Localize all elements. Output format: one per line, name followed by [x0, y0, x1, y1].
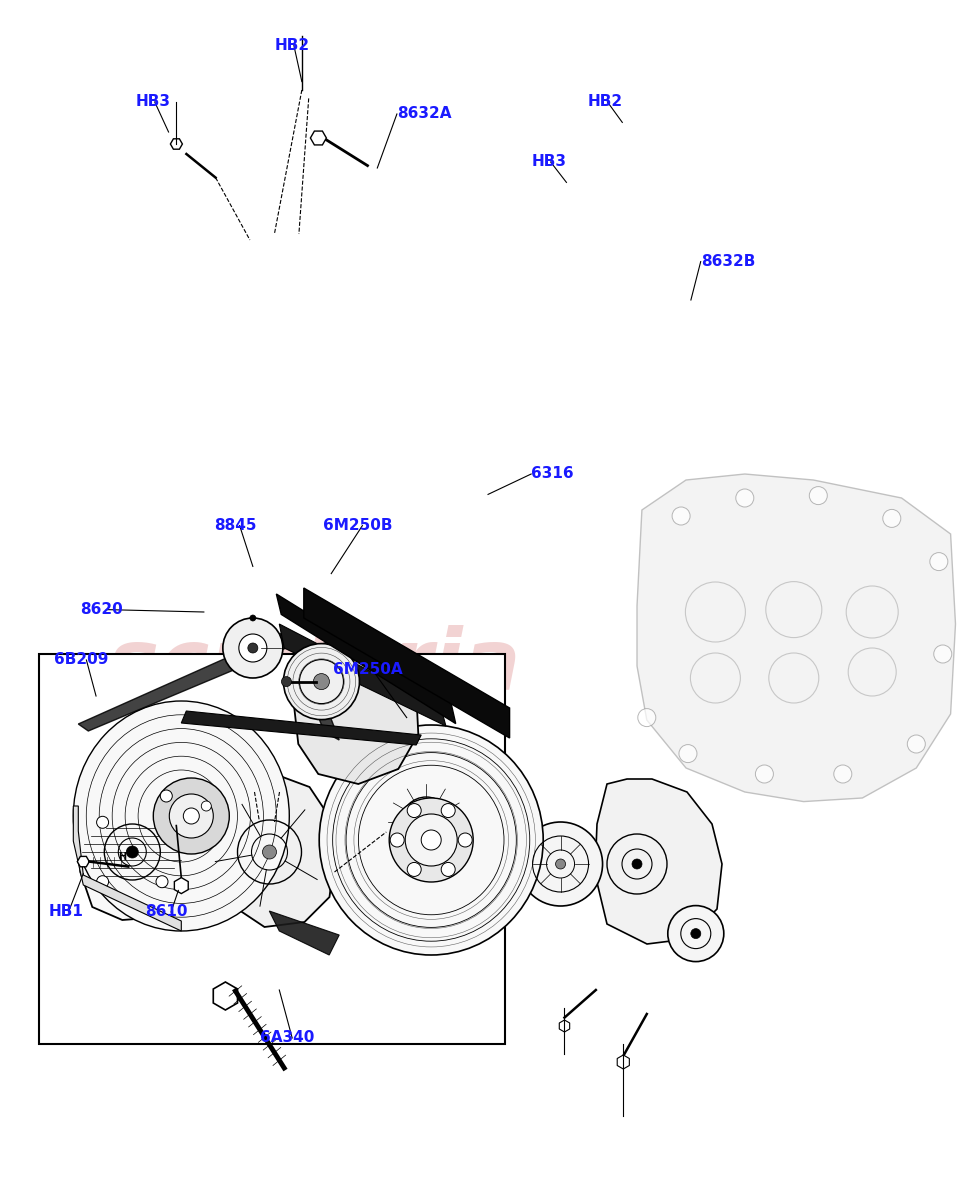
Circle shape	[201, 802, 212, 811]
Circle shape	[638, 708, 656, 726]
Polygon shape	[304, 588, 510, 738]
Circle shape	[281, 677, 291, 686]
Circle shape	[518, 822, 603, 906]
Circle shape	[161, 790, 172, 802]
Polygon shape	[311, 131, 326, 145]
Circle shape	[153, 778, 229, 854]
Ellipse shape	[74, 701, 289, 931]
Polygon shape	[595, 779, 722, 944]
Circle shape	[756, 766, 773, 782]
Text: 6B209: 6B209	[54, 653, 108, 667]
Polygon shape	[279, 624, 446, 726]
Text: H: H	[119, 852, 126, 862]
Text: HB2: HB2	[588, 95, 623, 109]
Circle shape	[667, 906, 724, 961]
Circle shape	[389, 798, 473, 882]
Polygon shape	[220, 774, 334, 926]
Polygon shape	[78, 631, 339, 740]
Text: parts: parts	[321, 762, 502, 822]
Circle shape	[97, 816, 109, 828]
Circle shape	[907, 734, 925, 754]
Circle shape	[441, 863, 455, 876]
Polygon shape	[293, 642, 418, 784]
Polygon shape	[214, 982, 237, 1010]
Text: HB2: HB2	[274, 38, 310, 53]
Polygon shape	[181, 710, 421, 745]
Circle shape	[386, 782, 466, 862]
Circle shape	[222, 618, 283, 678]
Circle shape	[834, 766, 852, 782]
Polygon shape	[617, 1055, 629, 1069]
Circle shape	[126, 846, 138, 858]
Circle shape	[809, 486, 827, 504]
Circle shape	[170, 794, 214, 838]
Circle shape	[263, 845, 276, 859]
Polygon shape	[270, 911, 339, 955]
Circle shape	[405, 814, 458, 866]
Circle shape	[556, 859, 565, 869]
Polygon shape	[637, 474, 956, 802]
Circle shape	[422, 818, 430, 826]
Text: 6A340: 6A340	[260, 1031, 314, 1045]
Polygon shape	[276, 594, 456, 724]
Circle shape	[930, 552, 948, 571]
Text: 6M250B: 6M250B	[323, 518, 393, 533]
Text: car: car	[142, 714, 250, 774]
Circle shape	[314, 673, 329, 690]
Circle shape	[691, 929, 701, 938]
Circle shape	[459, 833, 472, 847]
Circle shape	[283, 643, 360, 720]
Text: HB3: HB3	[531, 155, 566, 169]
Circle shape	[441, 804, 455, 817]
Text: 8632B: 8632B	[701, 254, 755, 269]
Circle shape	[408, 804, 421, 817]
Ellipse shape	[319, 725, 543, 955]
Circle shape	[250, 614, 256, 622]
Circle shape	[934, 646, 952, 662]
Text: 8610: 8610	[145, 905, 187, 919]
Circle shape	[156, 816, 168, 828]
Text: 6M250A: 6M250A	[333, 662, 403, 677]
Text: scuderia: scuderia	[107, 624, 520, 708]
Text: 8620: 8620	[80, 602, 123, 617]
Text: 6316: 6316	[531, 467, 573, 481]
Circle shape	[183, 808, 199, 824]
Polygon shape	[560, 1020, 569, 1032]
Circle shape	[421, 830, 441, 850]
Text: 8845: 8845	[214, 518, 256, 533]
Circle shape	[97, 876, 109, 888]
Circle shape	[736, 490, 754, 506]
Circle shape	[883, 509, 901, 527]
Circle shape	[672, 506, 690, 526]
Polygon shape	[74, 806, 181, 931]
Polygon shape	[77, 784, 190, 920]
Circle shape	[390, 833, 404, 847]
Polygon shape	[171, 139, 182, 149]
Polygon shape	[77, 857, 89, 866]
Bar	[39, 654, 505, 1044]
Circle shape	[156, 876, 168, 888]
Circle shape	[248, 643, 258, 653]
Circle shape	[408, 863, 421, 876]
Circle shape	[239, 634, 267, 662]
Text: HB3: HB3	[135, 95, 171, 109]
Polygon shape	[174, 877, 188, 894]
Circle shape	[679, 744, 697, 763]
Text: 8632A: 8632A	[397, 107, 452, 121]
Text: HB1: HB1	[49, 905, 84, 919]
Circle shape	[632, 859, 642, 869]
